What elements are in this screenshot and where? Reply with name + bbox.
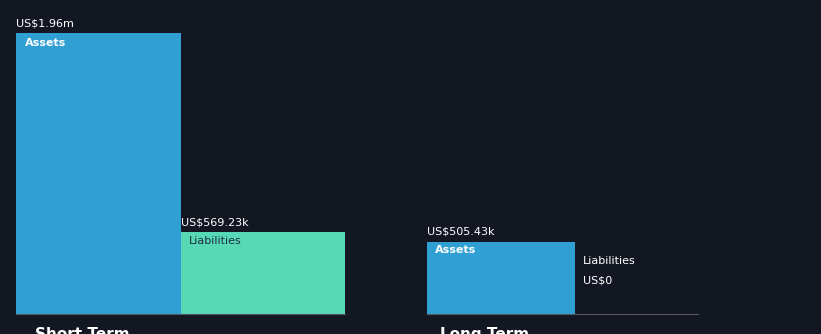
Text: US$1.96m: US$1.96m — [16, 18, 74, 28]
Text: US$0: US$0 — [583, 276, 612, 286]
Text: Long Term: Long Term — [440, 327, 529, 334]
Text: US$569.23k: US$569.23k — [181, 217, 248, 227]
Text: Liabilities: Liabilities — [583, 256, 635, 266]
Text: Liabilities: Liabilities — [189, 236, 241, 246]
Text: US$505.43k: US$505.43k — [427, 226, 494, 236]
Bar — [427, 241, 575, 314]
Bar — [181, 232, 345, 314]
Bar — [16, 33, 181, 314]
Text: Assets: Assets — [435, 245, 476, 255]
Text: Assets: Assets — [25, 38, 66, 48]
Text: Short Term: Short Term — [34, 327, 130, 334]
